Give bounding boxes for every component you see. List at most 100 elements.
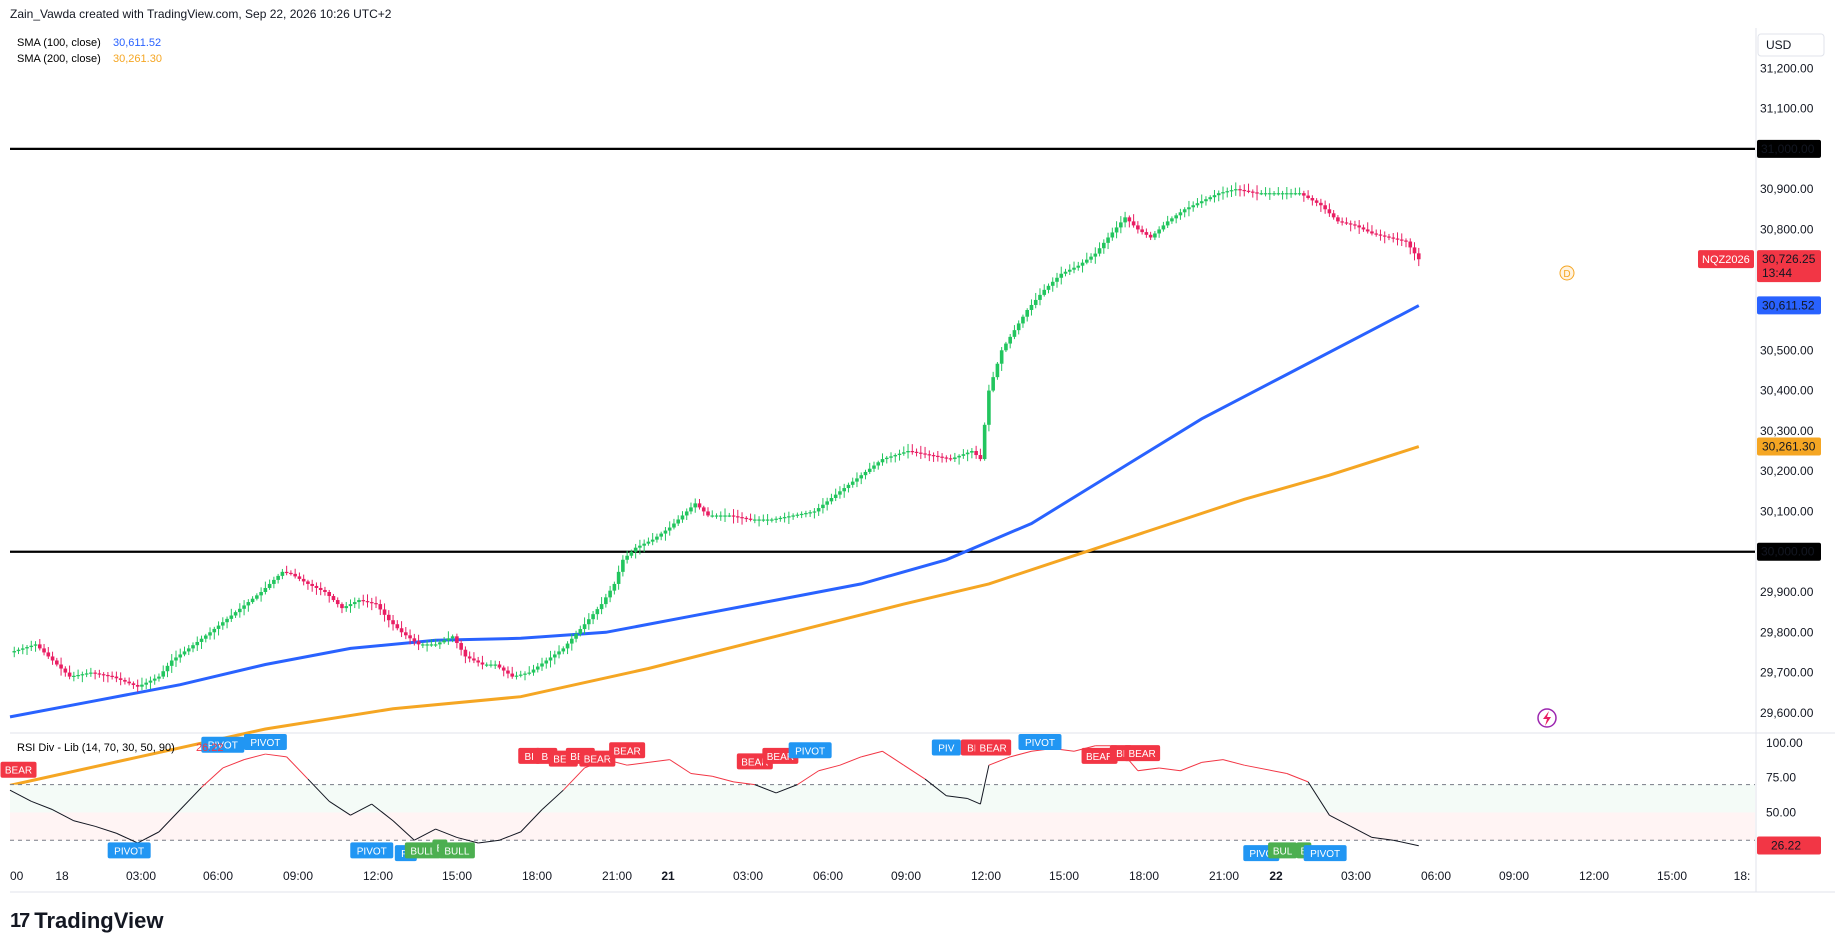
candle-body (1255, 192, 1259, 194)
candle-body (552, 654, 557, 658)
rsi-legend-value: 26.22 (196, 742, 224, 754)
candle-body (276, 575, 280, 580)
rsi-segment (1307, 781, 1330, 816)
candle-body (1004, 343, 1008, 351)
candle-body (1080, 262, 1085, 266)
rsi-segment (839, 756, 862, 766)
rsi-pane[interactable]: BEARPIVOTPIVOTPIVOTBIBIBEABEABEARBEARPIV… (0, 733, 1821, 862)
candle-body (1102, 242, 1106, 249)
candle-body (1306, 195, 1310, 199)
rsi-badge-box[interactable] (201, 736, 245, 753)
time-tick: 03:00 (126, 869, 156, 883)
candle-body (1353, 224, 1357, 226)
rsi-badge-label: PIVOT (208, 741, 238, 752)
rsi-badge-box[interactable] (350, 842, 394, 859)
time-tick: 15:00 (442, 869, 472, 883)
candle-body (974, 451, 978, 456)
candle-body (672, 523, 676, 528)
rsi-badge-box[interactable] (1124, 745, 1161, 762)
rsi-badge-box[interactable] (107, 842, 151, 859)
price-axis[interactable]: 31,200.00 31,100.00 31,000.00 30,900.00 30,8… (1760, 61, 1814, 720)
candle-body (127, 681, 131, 684)
sma200-legend-label: SMA (200, close) (17, 53, 101, 65)
candle-body (1378, 234, 1383, 236)
rsi-badge-label: PIVOT (1025, 738, 1055, 749)
candle-body (1399, 239, 1404, 241)
rsi-segment (1371, 836, 1394, 841)
rsi-badge-label: BEA (553, 755, 573, 766)
time-axis[interactable]: 00 18 03:00 06:00 09:00 12:00 15:00 18:00 21:00 2… (10, 869, 1750, 883)
candle-body (650, 539, 655, 542)
candle-body (761, 519, 766, 521)
candle-body (936, 455, 940, 458)
rsi-badge-label: BEAR (5, 766, 32, 777)
candle-body (416, 641, 421, 645)
candle-body (740, 517, 744, 519)
candle-body (433, 644, 438, 646)
rsi-segment (979, 765, 990, 805)
candle-body (544, 660, 549, 664)
rsi-badge-box[interactable] (404, 842, 441, 859)
rsi-badge-box[interactable] (1303, 845, 1347, 862)
candle-body (1297, 193, 1302, 195)
sma200-line (9, 445, 1420, 787)
candle-body (1327, 209, 1332, 214)
candle-body (216, 625, 221, 629)
rsi-badge-box[interactable] (609, 742, 646, 759)
candle-body (1178, 212, 1183, 216)
time-tick: 09:00 (283, 869, 313, 883)
rsi-badge-box[interactable] (579, 750, 616, 767)
candle-body (1097, 248, 1102, 254)
currency-button[interactable] (1757, 33, 1825, 57)
rsi-segment (73, 820, 96, 827)
candle-body (557, 651, 561, 655)
candle-body (889, 456, 893, 458)
candle-body (97, 673, 102, 675)
price-tick: 29,800.00 (1760, 625, 1814, 639)
rsi-badge-label: BEAR (584, 755, 611, 766)
candle-body (1216, 193, 1221, 196)
rsi-badge-box[interactable] (1081, 747, 1118, 764)
candle-body (123, 679, 127, 682)
candle-body (314, 585, 319, 588)
rsi-segment (222, 759, 245, 769)
rsi-segment (1201, 759, 1224, 763)
rsi-badge-box[interactable] (788, 742, 832, 759)
candle-body (1344, 222, 1349, 224)
candle-body (80, 674, 85, 676)
rsi-badge-box[interactable] (1268, 842, 1298, 859)
rsi-badge-box[interactable] (0, 761, 37, 778)
session-marker[interactable] (1559, 265, 1575, 281)
rsi-segment (754, 784, 777, 794)
time-tick: 06:00 (813, 869, 843, 883)
rsi-badge-box[interactable] (243, 733, 287, 750)
candle-body (1310, 198, 1315, 201)
price-tick: 30,100.00 (1760, 504, 1814, 518)
candle-body (676, 519, 681, 524)
rsi-badge-box[interactable] (931, 739, 961, 756)
candle-body (408, 635, 412, 639)
rsi-badge-box[interactable] (1018, 733, 1062, 750)
candle-body (1259, 193, 1264, 195)
candle-body (365, 601, 370, 603)
candle-body (995, 363, 1000, 378)
rsi-badge-box[interactable] (975, 739, 1012, 756)
rsi-badge-box[interactable] (518, 747, 541, 764)
candle-body (1072, 267, 1076, 270)
candle-body (1136, 225, 1140, 230)
time-tick: 03:00 (1341, 869, 1371, 883)
candle-body (306, 581, 310, 584)
level-label-box (1757, 139, 1821, 158)
candle-body (629, 551, 634, 556)
rsi-segment (690, 773, 713, 777)
candle-body (1063, 271, 1068, 274)
rsi-segment (414, 828, 436, 841)
candle-body (157, 676, 161, 679)
candle-body (221, 622, 225, 626)
rsi-badge-box[interactable] (438, 842, 475, 859)
candle-body (1387, 236, 1391, 238)
candle-body (859, 475, 864, 479)
candle-body (1033, 299, 1038, 305)
rsi-badge-label: BUL (1273, 846, 1293, 857)
